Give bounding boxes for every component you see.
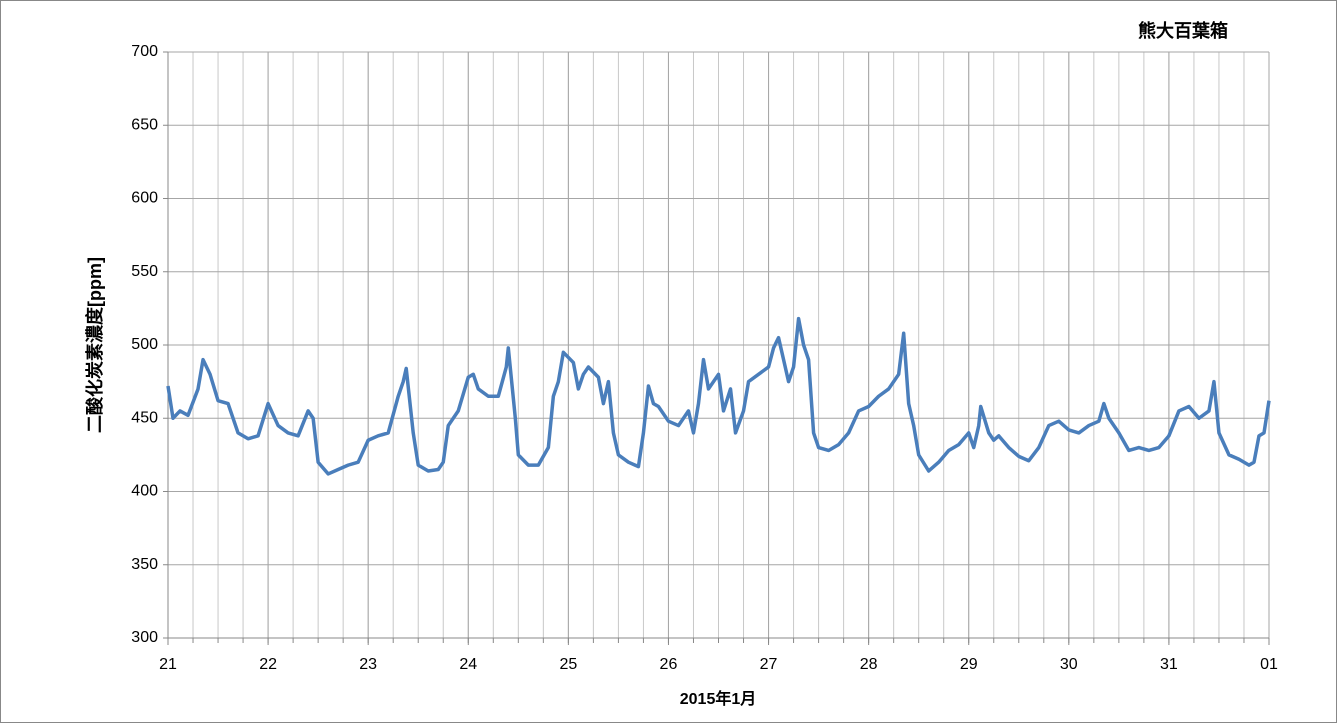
x-tick-label: 29 xyxy=(960,656,978,673)
x-tick-label: 23 xyxy=(359,656,377,673)
x-tick-label: 21 xyxy=(159,656,177,673)
y-tick-label: 400 xyxy=(131,483,158,500)
x-tick-label: 25 xyxy=(559,656,577,673)
x-tick-label: 30 xyxy=(1060,656,1078,673)
y-tick-label: 500 xyxy=(131,336,158,353)
x-tick-label: 28 xyxy=(860,656,878,673)
chart-title: 熊大百葉箱 xyxy=(1138,20,1228,41)
x-tick-label: 01 xyxy=(1260,656,1278,673)
y-tick-label: 650 xyxy=(131,116,158,133)
x-tick-label: 31 xyxy=(1160,656,1178,673)
x-tick-label: 24 xyxy=(459,656,477,673)
data-line xyxy=(166,316,1271,476)
x-tick-label: 26 xyxy=(660,656,678,673)
y-tick-label: 450 xyxy=(131,409,158,426)
y-tick-label: 300 xyxy=(131,629,158,646)
x-tick-label: 27 xyxy=(760,656,778,673)
y-tick-label: 700 xyxy=(131,43,158,60)
y-tick-label: 600 xyxy=(131,190,158,207)
x-axis-label: 2015年1月 xyxy=(680,689,757,708)
y-axis-label: 二酸化炭素濃度[ppm] xyxy=(84,257,105,433)
x-tick-label: 22 xyxy=(259,656,277,673)
y-tick-label: 350 xyxy=(131,556,158,573)
y-tick-label: 550 xyxy=(131,263,158,280)
